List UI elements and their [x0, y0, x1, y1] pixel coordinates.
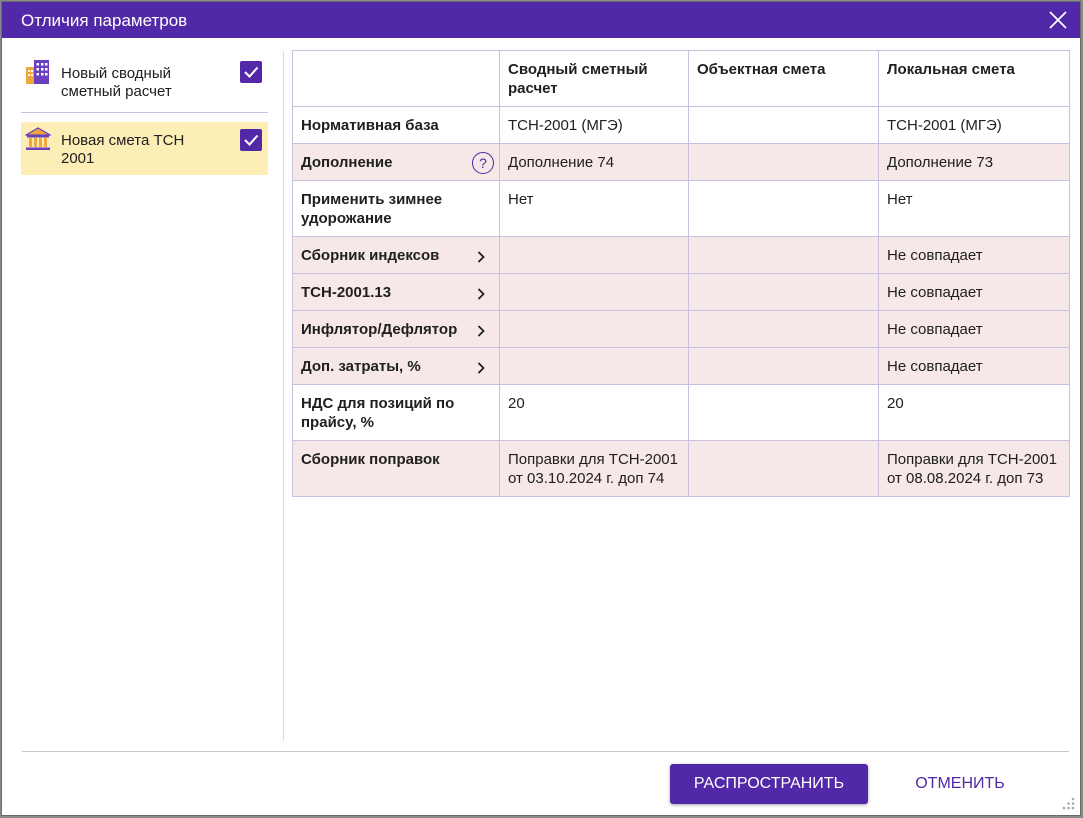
parameter-name-cell: Доп. затраты, %	[292, 347, 500, 385]
institution-icon	[23, 126, 53, 152]
document-checkbox[interactable]	[240, 129, 262, 151]
column-header: Локальная смета	[878, 50, 1070, 107]
parameter-label: НДС для позиций по прайсу, %	[301, 395, 455, 431]
parameter-label: Сборник индексов	[301, 247, 440, 264]
parameter-name-cell: Применить зимнее удорожание	[292, 180, 500, 237]
table-row: Применить зимнее удорожание Нет Нет	[292, 180, 1070, 237]
cell-value: Дополнение 74	[508, 154, 615, 171]
apply-button[interactable]: РАСПРОСТРАНИТЬ	[670, 764, 868, 804]
column-header: Объектная смета	[688, 50, 879, 107]
objektnaya-value-cell	[688, 180, 879, 237]
parameter-label: Доп. затраты, %	[301, 358, 421, 375]
document-list: Новый сводный сметный расчет Новая смета…	[21, 51, 268, 175]
parameter-name-cell: ТСН-2001.13	[292, 273, 500, 311]
chevron-right-icon[interactable]	[476, 287, 486, 301]
cell-value: Не совпадает	[887, 358, 983, 375]
objektnaya-value-cell	[688, 310, 879, 348]
cell-value: Нет	[887, 191, 913, 208]
objektnaya-value-cell	[688, 440, 879, 497]
help-icon[interactable]: ?	[472, 152, 494, 174]
svodny-value-cell: ТСН-2001 (МГЭ)	[499, 106, 689, 144]
lokalnaya-value-cell: Нет	[878, 180, 1070, 237]
chevron-right-icon[interactable]	[476, 324, 486, 338]
document-checkbox[interactable]	[240, 61, 262, 83]
footer-divider	[22, 751, 1069, 752]
chevron-right-icon[interactable]	[476, 250, 486, 264]
cell-value: 20	[887, 395, 904, 412]
column-header: Сводный сметный расчет	[499, 50, 689, 107]
objektnaya-value-cell	[688, 384, 879, 441]
parameter-name-cell: Инфлятор/Дефлятор	[292, 310, 500, 348]
svodny-value-cell: Поправки для ТСН-2001 от 03.10.2024 г. д…	[499, 440, 689, 497]
cell-value: Не совпадает	[887, 284, 983, 301]
lokalnaya-value-cell: 20	[878, 384, 1070, 441]
document-label: Новая смета ТСН 2001	[61, 132, 185, 167]
table-row: Сборник поправок Поправки для ТСН-2001 от…	[292, 440, 1070, 497]
close-icon[interactable]	[1046, 8, 1070, 32]
objektnaya-value-cell	[688, 143, 879, 181]
lokalnaya-value-cell: Поправки для ТСН-2001 от 08.08.2024 г. д…	[878, 440, 1070, 497]
table-row: Доп. затраты, % Не совпадает	[292, 347, 1070, 385]
lokalnaya-value-cell: Не совпадает	[878, 273, 1070, 311]
document-label: Новый сводный сметный расчет	[61, 65, 172, 100]
panel-divider	[283, 51, 284, 741]
svodny-value-cell	[499, 273, 689, 311]
table-header-row: Сводный сметный расчет Объектная смета Л…	[292, 50, 1070, 107]
parameter-label: Сборник поправок	[301, 451, 440, 468]
cell-value: Дополнение 73	[887, 154, 994, 171]
objektnaya-value-cell	[688, 106, 879, 144]
svodny-value-cell	[499, 347, 689, 385]
dialog-title: Отличия параметров	[21, 11, 188, 30]
parameter-name-cell: Сборник индексов	[292, 236, 500, 274]
parameter-label: Инфлятор/Дефлятор	[301, 321, 458, 338]
lokalnaya-value-cell: Не совпадает	[878, 347, 1070, 385]
objektnaya-value-cell	[688, 236, 879, 274]
parameter-name-cell: Сборник поправок	[292, 440, 500, 497]
lokalnaya-value-cell: Не совпадает	[878, 236, 1070, 274]
cell-value: ТСН-2001 (МГЭ)	[887, 117, 1002, 134]
svodny-value-cell: 20	[499, 384, 689, 441]
parameter-label: Дополнение	[301, 154, 393, 171]
document-item-smeta[interactable]: Новая смета ТСН 2001	[21, 122, 268, 175]
svodny-value-cell: Нет	[499, 180, 689, 237]
table-row: ТСН-2001.13 Не совпадает	[292, 273, 1070, 311]
cell-value: Не совпадает	[887, 321, 983, 338]
table-row: НДС для позиций по прайсу, % 20 20	[292, 384, 1070, 441]
cell-value: Поправки для ТСН-2001 от 08.08.2024 г. д…	[887, 451, 1057, 487]
column-header	[292, 50, 500, 107]
parameter-label: Нормативная база	[301, 117, 439, 134]
document-item-svodny[interactable]: Новый сводный сметный расчет	[21, 51, 268, 113]
cell-value: Поправки для ТСН-2001 от 03.10.2024 г. д…	[508, 451, 678, 487]
objektnaya-value-cell	[688, 347, 879, 385]
svodny-value-cell	[499, 310, 689, 348]
lokalnaya-value-cell: Дополнение 73	[878, 143, 1070, 181]
table-row: Дополнение? Дополнение 74 Дополнение 73	[292, 143, 1070, 181]
parameter-label: Применить зимнее удорожание	[301, 191, 443, 227]
table-row: Сборник индексов Не совпадает	[292, 236, 1070, 274]
lokalnaya-value-cell: ТСН-2001 (МГЭ)	[878, 106, 1070, 144]
objektnaya-value-cell	[688, 273, 879, 311]
cell-value: ТСН-2001 (МГЭ)	[508, 117, 623, 134]
chevron-right-icon[interactable]	[476, 361, 486, 375]
cell-value: Не совпадает	[887, 247, 983, 264]
cell-value: 20	[508, 395, 525, 412]
table-row: Нормативная база ТСН-2001 (МГЭ) ТСН-2001 (…	[292, 106, 1070, 144]
resize-grip-icon[interactable]	[1060, 795, 1076, 811]
svodny-value-cell: Дополнение 74	[499, 143, 689, 181]
lokalnaya-value-cell: Не совпадает	[878, 310, 1070, 348]
dialog-titlebar: Отличия параметров	[2, 2, 1080, 38]
table-body: Нормативная база ТСН-2001 (МГЭ) ТСН-2001 (…	[292, 106, 1070, 497]
parameter-label: ТСН-2001.13	[301, 284, 392, 301]
cancel-button[interactable]: ОТМЕНИТЬ	[900, 764, 1020, 804]
parameter-name-cell: Дополнение?	[292, 143, 500, 181]
svodny-value-cell	[499, 236, 689, 274]
parameter-name-cell: НДС для позиций по прайсу, %	[292, 384, 500, 441]
parameter-name-cell: Нормативная база	[292, 106, 500, 144]
table-row: Инфлятор/Дефлятор Не совпадает	[292, 310, 1070, 348]
parameters-comparison-table: Сводный сметный расчет Объектная смета Л…	[292, 50, 1070, 497]
cell-value: Нет	[508, 191, 534, 208]
building-icon	[25, 59, 51, 85]
